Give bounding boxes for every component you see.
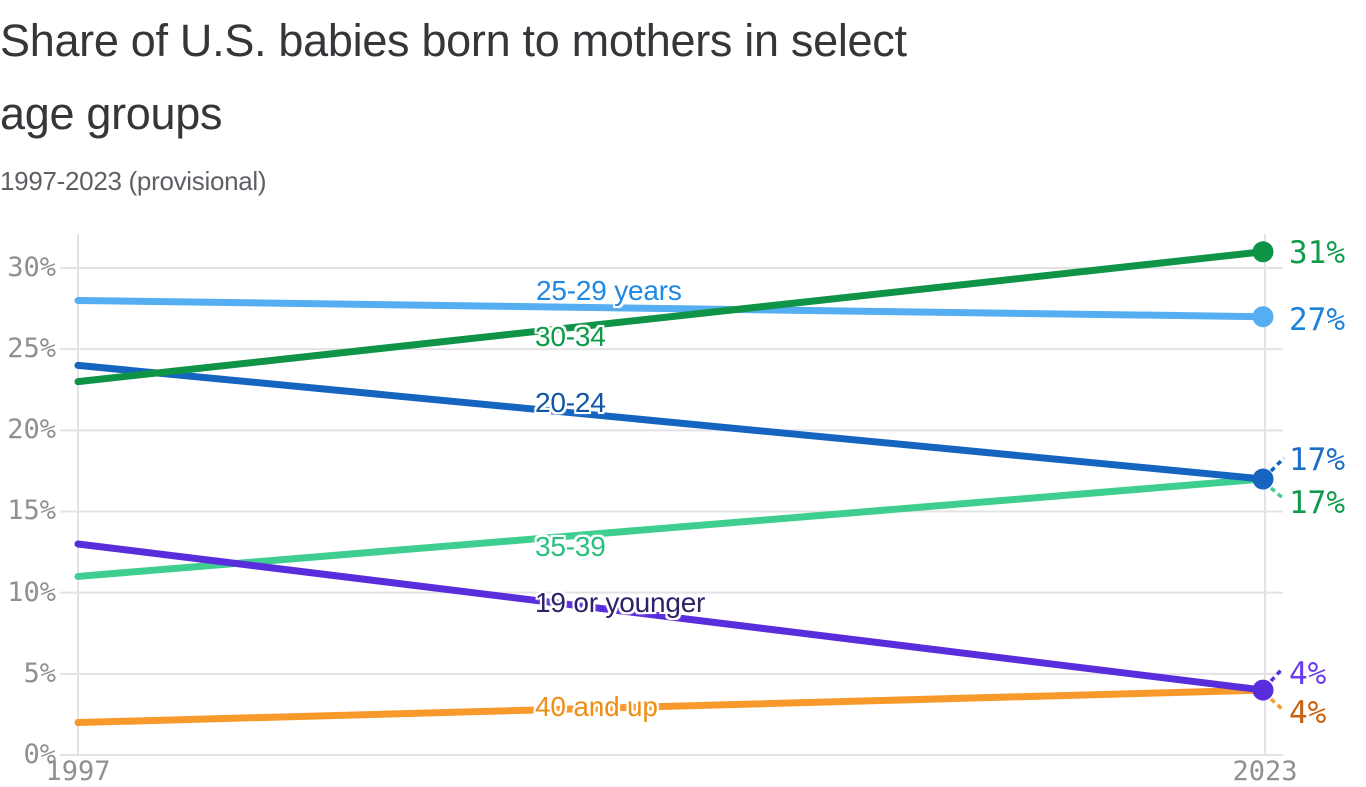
series-line-25-29-years	[74, 296, 1267, 321]
y-axis-tick-label: 30%	[7, 252, 56, 283]
page-title: Share of U.S. babies born to mothers in …	[0, 4, 1165, 150]
series-end-dot-30-34	[1252, 241, 1274, 263]
series-end-dot-19-or-younger	[1252, 679, 1274, 701]
page-title-line1: Share of U.S. babies born to mothers in …	[0, 15, 907, 66]
series-label-19-or-younger: 19 or younger	[535, 587, 706, 618]
series-line-19-or-younger	[74, 540, 1267, 694]
end-label-leader-line	[1269, 486, 1286, 501]
y-axis-tick-label: 15%	[7, 495, 56, 526]
y-axis-tick-label: 5%	[23, 658, 56, 689]
end-value-25-29: 27%	[1289, 302, 1345, 338]
series-label-20-24: 20-24	[535, 387, 606, 418]
end-value-35-39: 17%	[1289, 485, 1345, 521]
end-value-30-34: 31%	[1289, 235, 1345, 271]
y-axis-tick-label: 10%	[7, 577, 56, 608]
series-label-40-and-up: 40 and up	[535, 691, 658, 722]
series-line-35-39	[74, 475, 1267, 580]
series-end-dot-25-29-years	[1252, 306, 1274, 328]
end-label-leader-line	[1269, 667, 1284, 683]
y-axis-tick-label: 25%	[7, 333, 56, 364]
end-label-leader-line	[1269, 697, 1284, 711]
series-label-25-29: 25-29 years	[536, 275, 682, 306]
end-value-19-or-younger: 4%	[1289, 656, 1327, 692]
series-line-40-and-up	[74, 686, 1267, 727]
series-label-35-39: 35-39	[535, 531, 606, 562]
end-value-40-and-up: 4%	[1289, 695, 1327, 731]
page-title-line2: age groups	[0, 88, 223, 139]
x-axis-tick-label: 2023	[1232, 756, 1298, 787]
chart-subtitle: 1997-2023 (provisional)	[0, 166, 267, 196]
y-axis-tick-label: 0%	[23, 739, 56, 770]
line-chart-canvas	[60, 234, 1286, 756]
series-end-dot-20-24	[1252, 468, 1274, 490]
y-axis-tick-label: 20%	[7, 414, 56, 445]
x-axis-tick-label: 1997	[45, 756, 111, 787]
series-label-30-34: 30-34	[535, 321, 606, 352]
series-line-30-34	[74, 248, 1267, 386]
end-label-leader-line	[1269, 456, 1286, 473]
end-value-20-24: 17%	[1289, 442, 1345, 478]
series-line-20-24	[74, 361, 1267, 483]
